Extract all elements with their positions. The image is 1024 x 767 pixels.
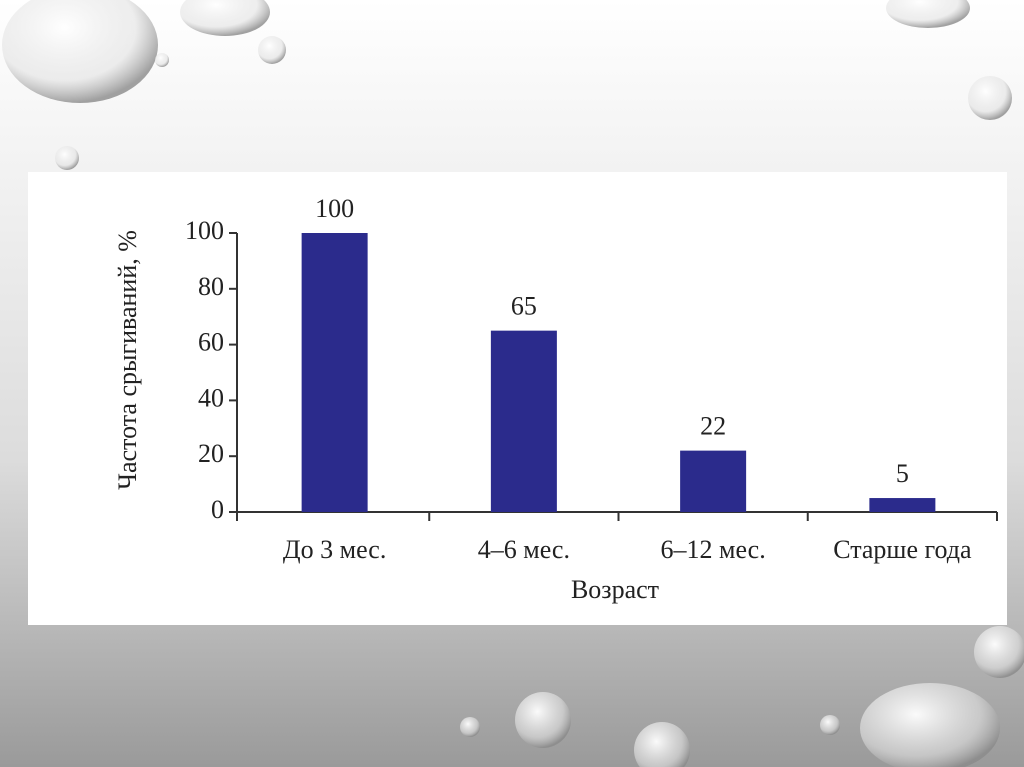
bar bbox=[490, 330, 557, 512]
x-tick-label: До 3 мес. bbox=[283, 535, 386, 564]
x-axis-label: Возраст bbox=[571, 575, 659, 604]
y-axis-label: Частота срыгиваний, % bbox=[113, 230, 142, 490]
data-label: 65 bbox=[511, 292, 537, 321]
droplet bbox=[860, 683, 1000, 767]
data-label: 100 bbox=[315, 194, 354, 223]
y-tick-label: 60 bbox=[198, 328, 224, 357]
y-tick-label: 40 bbox=[198, 383, 224, 412]
y-tick-label: 20 bbox=[198, 439, 224, 468]
droplet bbox=[2, 0, 158, 103]
y-tick-label: 100 bbox=[185, 216, 224, 245]
x-tick-label: 4–6 мес. bbox=[478, 535, 570, 564]
y-tick-label: 80 bbox=[198, 272, 224, 301]
droplet bbox=[820, 715, 840, 735]
droplet bbox=[974, 626, 1024, 678]
droplet bbox=[968, 76, 1012, 120]
x-tick-label: 6–12 мес. bbox=[661, 535, 766, 564]
droplet bbox=[155, 53, 169, 67]
droplet bbox=[258, 36, 286, 64]
x-tick-label: Старше года bbox=[833, 535, 972, 564]
droplet bbox=[460, 717, 480, 737]
droplet bbox=[886, 0, 970, 28]
data-label: 5 bbox=[896, 459, 909, 488]
bar bbox=[680, 450, 747, 512]
droplet bbox=[55, 146, 79, 170]
data-label: 22 bbox=[700, 412, 726, 441]
bar bbox=[301, 233, 368, 512]
bar bbox=[869, 498, 936, 512]
droplet bbox=[634, 722, 690, 767]
droplet bbox=[515, 692, 571, 748]
y-tick-label: 0 bbox=[211, 495, 224, 524]
droplet bbox=[180, 0, 270, 36]
